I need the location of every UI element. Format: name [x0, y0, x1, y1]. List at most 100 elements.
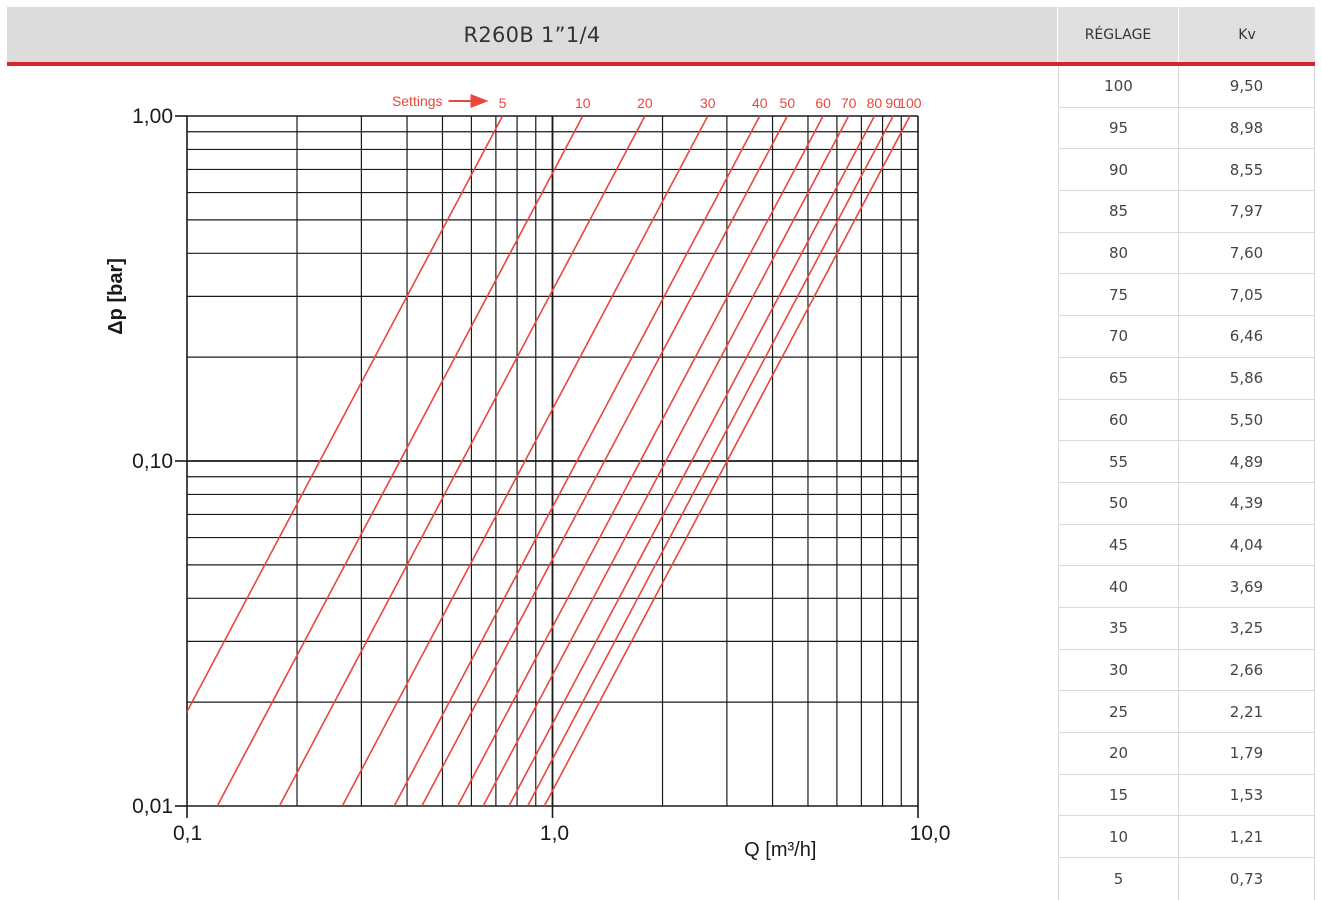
kv-table: 100 9,50 95 8,98 90 8,55 85 7,97 80 7,60 75 7,05 70 6…	[1058, 66, 1315, 900]
curve-setting-80	[508, 115, 876, 806]
curve-setting-40	[393, 115, 761, 806]
settings-label: Settings	[392, 93, 443, 109]
setting-cell: 55	[1058, 441, 1179, 482]
table-row: 20 1,79	[1058, 733, 1315, 775]
chart-curves	[187, 115, 911, 806]
setting-cell: 65	[1058, 357, 1179, 399]
kv-cell: 1,21	[1179, 816, 1315, 858]
table-row: 30 2,66	[1058, 649, 1315, 692]
setting-cell: 25	[1058, 691, 1179, 732]
kv-cell: 1,53	[1179, 774, 1315, 816]
setting-cell: 50	[1058, 482, 1179, 524]
curve-setting-30	[341, 115, 709, 806]
table-row: 55 4,89	[1058, 441, 1315, 483]
kv-cell: 5,86	[1179, 357, 1315, 399]
kv-cell: 4,39	[1179, 482, 1315, 524]
chart-grid	[175, 115, 919, 818]
table-row: 75 7,05	[1058, 274, 1315, 317]
x-axis-label: Q [m³/h]	[744, 839, 816, 861]
x-tick-label: 1,0	[540, 822, 569, 845]
table-row: 70 6,46	[1058, 316, 1315, 358]
curve-label: 30	[700, 95, 716, 111]
kv-cell: 2,66	[1179, 649, 1315, 691]
setting-cell: 30	[1058, 649, 1179, 691]
table-row: 25 2,21	[1058, 691, 1315, 733]
kv-cell: 9,50	[1179, 66, 1315, 107]
kv-cell: 5,50	[1179, 399, 1315, 441]
setting-cell: 70	[1058, 316, 1179, 357]
curve-setting-60	[456, 115, 824, 806]
kv-cell: 4,04	[1179, 524, 1315, 566]
table-row: 80 7,60	[1058, 232, 1315, 275]
setting-cell: 40	[1058, 566, 1179, 607]
accent-divider	[7, 62, 1315, 66]
curve-setting-70	[482, 115, 850, 806]
kv-cell: 3,69	[1179, 566, 1315, 607]
y-tick-label: 0,10	[132, 450, 173, 473]
kv-cell: 8,98	[1179, 107, 1315, 149]
column-header-setting: RÉGLAGE	[1058, 7, 1179, 62]
curve-setting-5	[187, 115, 504, 714]
table-row: 40 3,69	[1058, 566, 1315, 608]
kv-cell: 4,89	[1179, 441, 1315, 482]
kv-cell: 2,21	[1179, 691, 1315, 732]
setting-cell: 60	[1058, 399, 1179, 441]
setting-cell: 15	[1058, 774, 1179, 816]
table-row: 100 9,50	[1058, 66, 1315, 108]
settings-arrow-icon	[470, 94, 489, 108]
kv-cell: 3,25	[1179, 607, 1315, 649]
curve-label: 70	[841, 95, 857, 111]
setting-cell: 45	[1058, 524, 1179, 566]
setting-cell: 90	[1058, 149, 1179, 191]
table-row: 35 3,25	[1058, 607, 1315, 650]
setting-cell: 5	[1058, 858, 1179, 900]
table-row: 65 5,86	[1058, 357, 1315, 400]
curve-label: 100	[898, 95, 922, 111]
curve-label: 50	[780, 95, 796, 111]
setting-cell: 85	[1058, 191, 1179, 232]
kv-cell: 6,46	[1179, 316, 1315, 357]
table-row: 60 5,50	[1058, 399, 1315, 442]
x-tick-label: 10,0	[910, 822, 951, 845]
curve-label: 40	[752, 95, 768, 111]
kv-cell: 8,55	[1179, 149, 1315, 191]
setting-cell: 10	[1058, 816, 1179, 858]
kv-cell: 7,05	[1179, 274, 1315, 316]
table-row: 15 1,53	[1058, 774, 1315, 817]
x-tick-label: 0,1	[173, 822, 202, 845]
setting-cell: 35	[1058, 607, 1179, 649]
curve-label: 80	[867, 95, 883, 111]
page-title: R260B 1”1/4	[463, 22, 601, 47]
curve-setting-10	[216, 115, 584, 806]
table-row: 45 4,04	[1058, 524, 1315, 567]
curve-label: 5	[499, 95, 507, 111]
curve-label: 20	[637, 95, 653, 111]
curve-setting-90	[526, 115, 894, 806]
y-tick-label: 1,00	[132, 105, 173, 128]
y-axis-label: Δp [bar]	[105, 258, 127, 335]
kv-cell: 7,60	[1179, 232, 1315, 274]
setting-cell: 100	[1058, 66, 1179, 107]
table-row: 10 1,21	[1058, 816, 1315, 859]
kv-cell: 1,79	[1179, 733, 1315, 774]
column-header-kv: Kv	[1179, 7, 1315, 62]
curve-setting-100	[543, 115, 911, 806]
curve-label: 90	[885, 95, 901, 111]
curve-setting-50	[421, 115, 789, 806]
table-row: 85 7,97	[1058, 191, 1315, 233]
table-row: 95 8,98	[1058, 107, 1315, 150]
setting-cell: 20	[1058, 733, 1179, 774]
chart-header: R260B 1”1/4	[7, 7, 1058, 62]
setting-cell: 75	[1058, 274, 1179, 316]
setting-cell: 95	[1058, 107, 1179, 149]
kv-cell: 0,73	[1179, 858, 1315, 900]
curve-setting-20	[278, 115, 646, 806]
kv-cell: 7,97	[1179, 191, 1315, 232]
table-row: 90 8,55	[1058, 149, 1315, 192]
table-row: 5 0,73	[1058, 858, 1315, 900]
setting-cell: 80	[1058, 232, 1179, 274]
curve-label: 60	[815, 95, 831, 111]
curve-label: 10	[575, 95, 591, 111]
